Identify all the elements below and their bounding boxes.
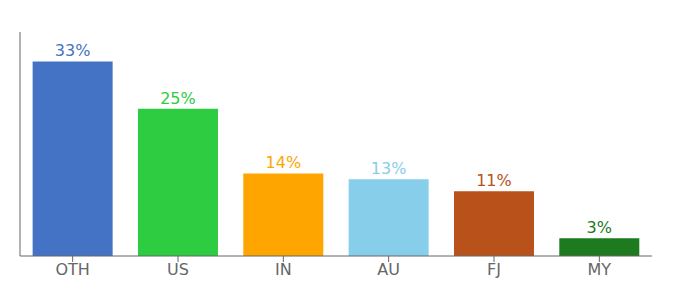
svg-text:US: US bbox=[167, 260, 189, 279]
svg-text:14%: 14% bbox=[266, 153, 302, 172]
svg-text:FJ: FJ bbox=[487, 260, 501, 279]
svg-text:OTH: OTH bbox=[55, 260, 89, 279]
svg-text:25%: 25% bbox=[160, 89, 196, 108]
svg-text:11%: 11% bbox=[476, 171, 512, 190]
svg-text:IN: IN bbox=[275, 260, 292, 279]
svg-text:AU: AU bbox=[377, 260, 400, 279]
svg-text:3%: 3% bbox=[587, 218, 612, 237]
svg-text:33%: 33% bbox=[55, 41, 91, 60]
svg-text:MY: MY bbox=[588, 260, 612, 279]
svg-text:13%: 13% bbox=[371, 159, 407, 178]
